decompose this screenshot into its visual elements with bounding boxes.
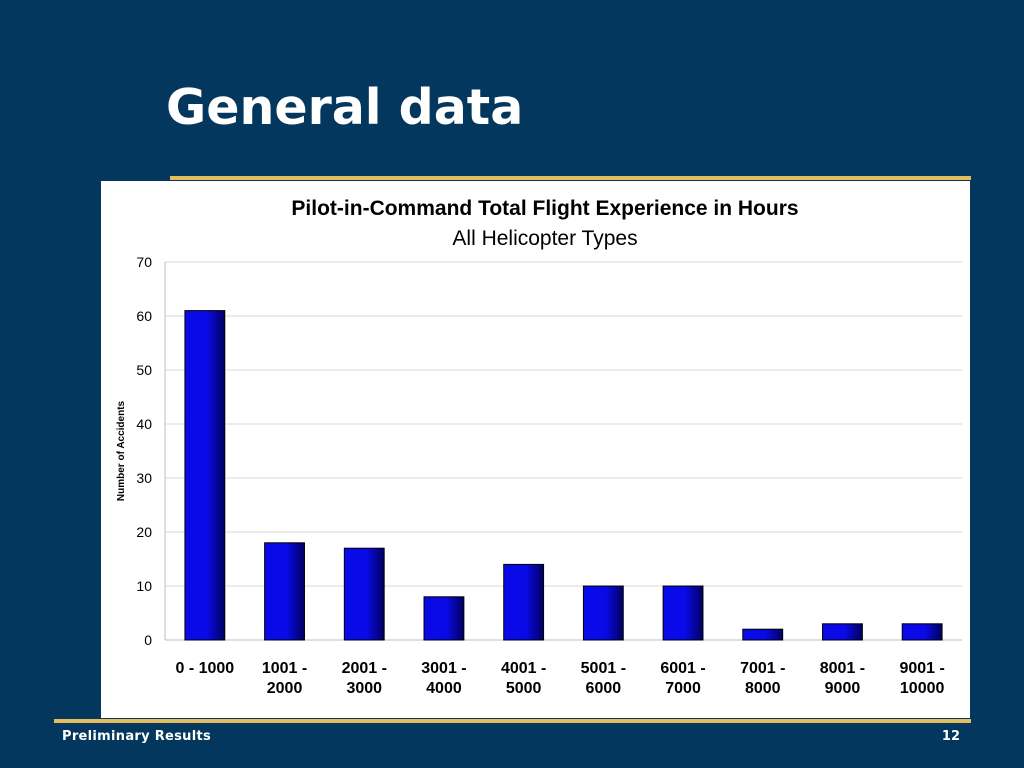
x-tick-label-line: 7000 bbox=[665, 680, 701, 697]
x-tick-label: 5001 - 6000 bbox=[581, 660, 626, 697]
x-tick-label-line: 7001 - bbox=[740, 660, 785, 677]
x-tick-label-line: 3000 bbox=[346, 680, 382, 697]
y-axis-label: Number of Accidents bbox=[116, 400, 127, 501]
footer-divider-line bbox=[54, 719, 971, 723]
y-tick-label: 30 bbox=[136, 470, 152, 486]
title-divider-line bbox=[170, 176, 971, 180]
bar bbox=[742, 628, 784, 641]
y-tick-label: 20 bbox=[136, 524, 152, 540]
bar bbox=[184, 310, 226, 641]
slide-title: General data bbox=[166, 79, 524, 136]
chart-panel: Pilot-in-Command Total Flight Experience… bbox=[101, 181, 970, 718]
y-tick-label: 10 bbox=[136, 578, 152, 594]
footer-label: Preliminary Results bbox=[62, 729, 212, 744]
page-number: 12 bbox=[941, 729, 960, 744]
x-tick-label-line: 8001 - bbox=[820, 660, 865, 677]
x-tick-label: 3001 - 4000 bbox=[421, 660, 466, 697]
x-tick-label-line: 6001 - bbox=[660, 660, 705, 677]
y-tick-label: 60 bbox=[136, 308, 152, 324]
y-tick-label: 70 bbox=[136, 254, 152, 270]
y-tick-labels: 0 10 20 30 40 50 60 70 bbox=[136, 254, 152, 648]
chart-subtitle: All Helicopter Types bbox=[452, 227, 637, 250]
y-tick-label: 50 bbox=[136, 362, 152, 378]
bar bbox=[343, 547, 385, 641]
x-tick-label: 2001 - 3000 bbox=[342, 660, 387, 697]
bar bbox=[822, 623, 863, 641]
bar bbox=[582, 585, 624, 641]
bar-chart: Pilot-in-Command Total Flight Experience… bbox=[116, 197, 962, 697]
bar bbox=[503, 563, 545, 641]
bar bbox=[901, 623, 943, 641]
x-tick-label-line: 6000 bbox=[586, 680, 622, 697]
x-tick-label-line: 5001 - bbox=[581, 660, 626, 677]
bar bbox=[423, 596, 465, 641]
x-tick-label: 9001 - 10000 bbox=[899, 660, 944, 697]
bar bbox=[662, 585, 704, 641]
x-tick-label: 8001 - 9000 bbox=[820, 660, 865, 697]
x-tick-label-line: 4001 - bbox=[501, 660, 546, 677]
x-tick-label-line: 2000 bbox=[267, 680, 303, 697]
x-tick-label-line: 0 - 1000 bbox=[175, 660, 234, 677]
x-tick-label-line: 9001 - bbox=[899, 660, 944, 677]
x-tick-label-line: 10000 bbox=[900, 680, 945, 697]
x-tick-label-line: 5000 bbox=[506, 680, 542, 697]
x-tick-labels: 0 - 1000 1001 - 2000 2001 - 3000 3001 - 4000 40… bbox=[175, 660, 944, 697]
y-tick-label: 40 bbox=[136, 416, 152, 432]
chart-title: Pilot-in-Command Total Flight Experience… bbox=[291, 197, 798, 220]
x-tick-label-line: 4000 bbox=[426, 680, 462, 697]
bars bbox=[184, 310, 943, 641]
x-tick-label: 1001 - 2000 bbox=[262, 660, 307, 697]
x-tick-label: 0 - 1000 bbox=[175, 660, 234, 677]
x-tick-label-line: 9000 bbox=[825, 680, 861, 697]
x-tick-label: 6001 - 7000 bbox=[660, 660, 705, 697]
x-tick-label-line: 1001 - bbox=[262, 660, 307, 677]
x-tick-label: 7001 - 8000 bbox=[740, 660, 785, 697]
y-tick-label: 0 bbox=[144, 632, 152, 648]
bar bbox=[264, 542, 305, 641]
x-tick-label: 4001 - 5000 bbox=[501, 660, 546, 697]
x-tick-label-line: 2001 - bbox=[342, 660, 387, 677]
x-tick-label-line: 3001 - bbox=[421, 660, 466, 677]
x-tick-label-line: 8000 bbox=[745, 680, 781, 697]
